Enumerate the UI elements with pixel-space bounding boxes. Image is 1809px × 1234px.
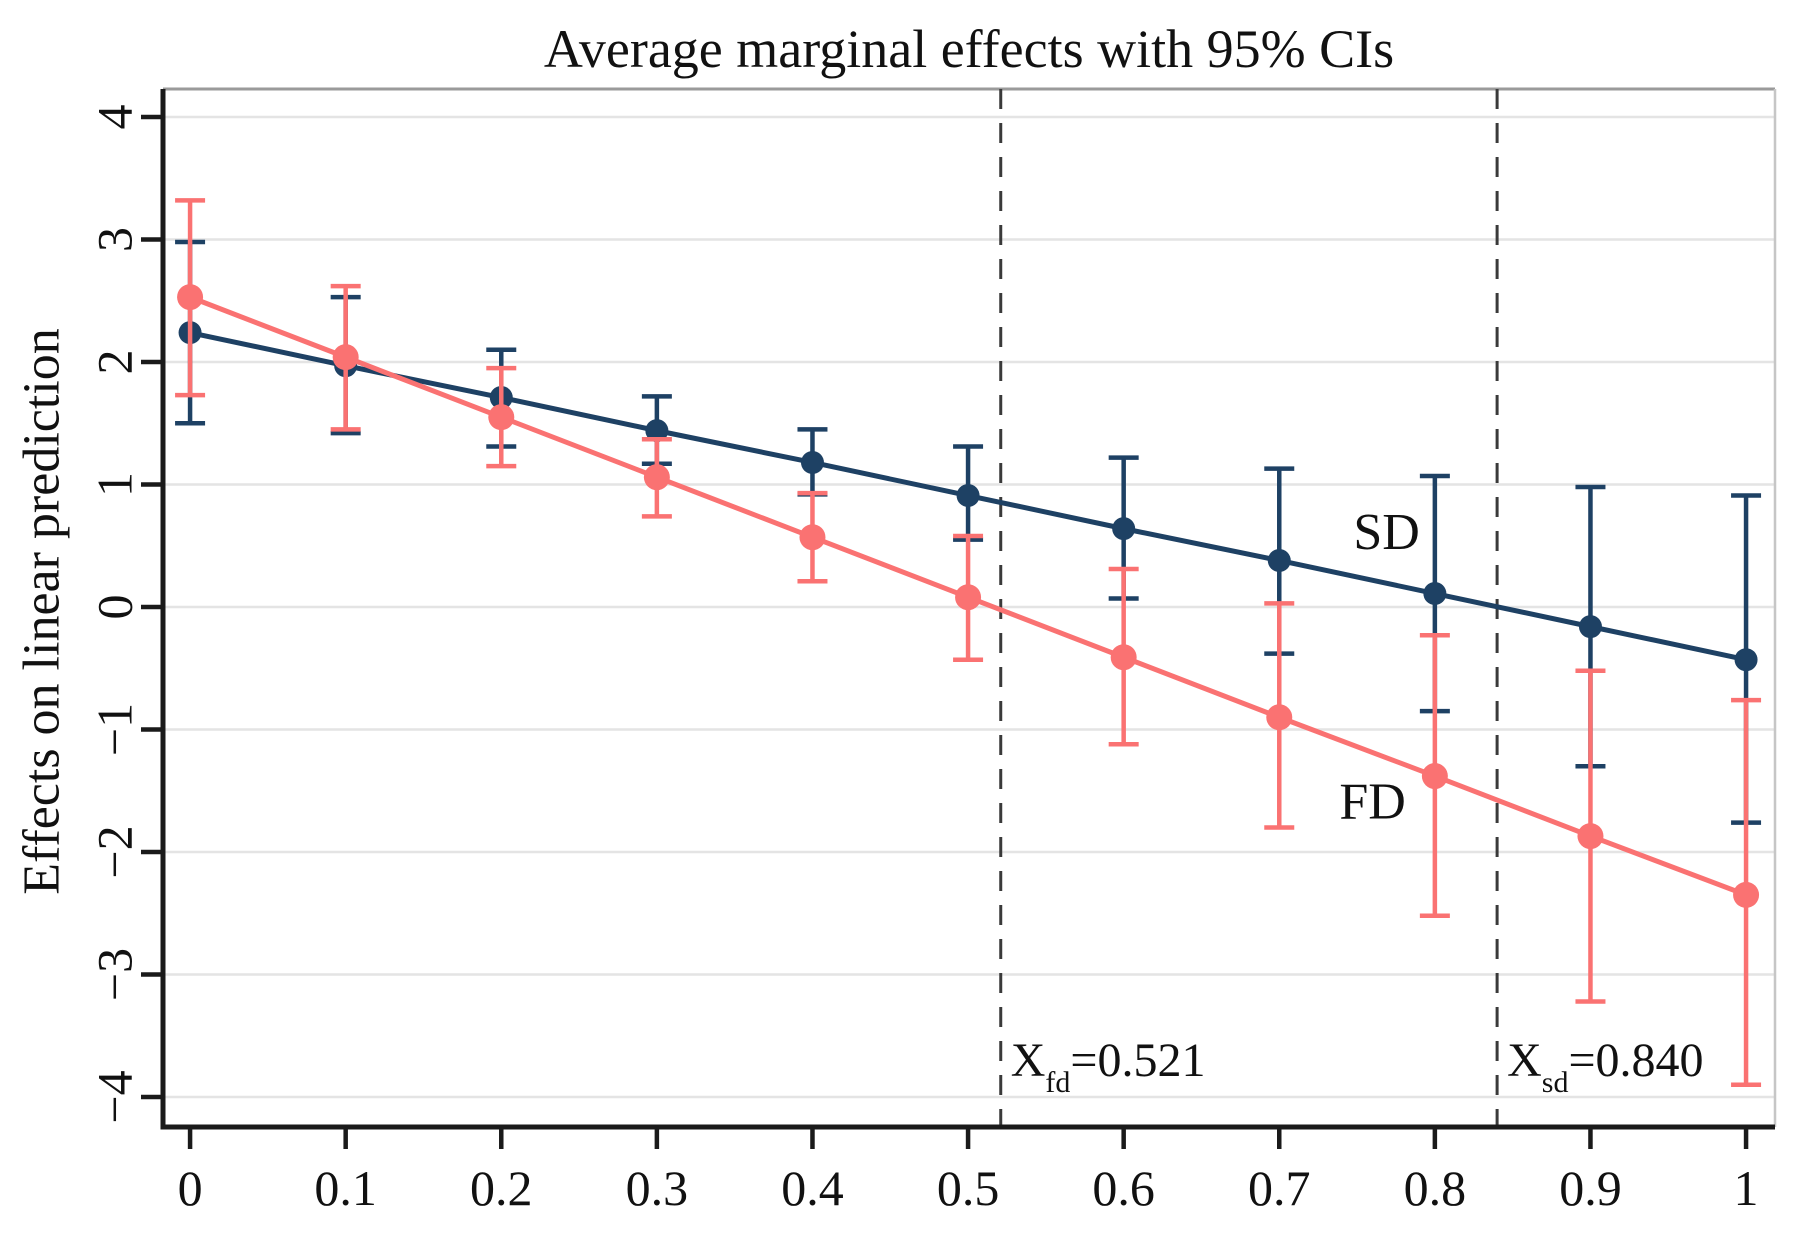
sd-marker xyxy=(1423,582,1447,606)
x-tick-label: 0.2 xyxy=(470,1160,533,1216)
sd-marker xyxy=(645,419,669,443)
fd-marker xyxy=(955,584,982,611)
y-tick-label: 4 xyxy=(86,105,142,130)
x-tick-label: 0.7 xyxy=(1248,1160,1311,1216)
sd-marker xyxy=(1734,648,1758,672)
y-tick-label: −3 xyxy=(86,948,142,1001)
x-tick-label: 0.5 xyxy=(937,1160,1000,1216)
y-tick-label: 2 xyxy=(86,350,142,375)
fd-marker xyxy=(1577,823,1604,850)
y-tick-label: 3 xyxy=(86,227,142,252)
y-tick-label: −1 xyxy=(86,703,142,756)
x-tick-label: 0.4 xyxy=(781,1160,844,1216)
fd-marker xyxy=(643,464,670,491)
x-tick-label: 0.8 xyxy=(1404,1160,1467,1216)
series-label-sd: SD xyxy=(1353,504,1419,561)
fd-marker xyxy=(332,344,359,371)
x-tick-label: 0.3 xyxy=(626,1160,689,1216)
fd-marker xyxy=(1110,644,1137,671)
fd-marker xyxy=(1421,763,1448,790)
y-tick-label: 0 xyxy=(86,595,142,620)
x-tick-label: 1 xyxy=(1734,1160,1759,1216)
chart-title: Average marginal effects with 95% CIs xyxy=(543,19,1395,79)
sd-marker xyxy=(1112,517,1136,541)
x-tick-label: 0.1 xyxy=(314,1160,377,1216)
fd-marker xyxy=(1733,881,1760,908)
x-tick-label: 0.6 xyxy=(1092,1160,1155,1216)
sd-marker xyxy=(1578,615,1602,639)
series-label-fd: FD xyxy=(1339,774,1405,831)
y-tick-label: 1 xyxy=(86,472,142,497)
reference-label-xfd: Xfd=0.521 xyxy=(1011,1034,1206,1099)
sd-marker xyxy=(956,484,980,508)
fd-marker xyxy=(1266,704,1293,731)
x-tick-label: 0 xyxy=(178,1160,203,1216)
fd-marker xyxy=(488,404,515,431)
reference-label-xsd: Xsd=0.840 xyxy=(1507,1034,1703,1099)
sd-marker xyxy=(800,450,824,474)
y-tick-label: −4 xyxy=(86,1070,142,1123)
fd-marker xyxy=(177,284,204,311)
x-tick-label: 0.9 xyxy=(1559,1160,1622,1216)
y-tick-label: −2 xyxy=(86,825,142,878)
sd-marker xyxy=(1267,548,1291,572)
fd-marker xyxy=(799,524,826,551)
y-axis-title: Effects on linear prediction xyxy=(13,328,71,895)
